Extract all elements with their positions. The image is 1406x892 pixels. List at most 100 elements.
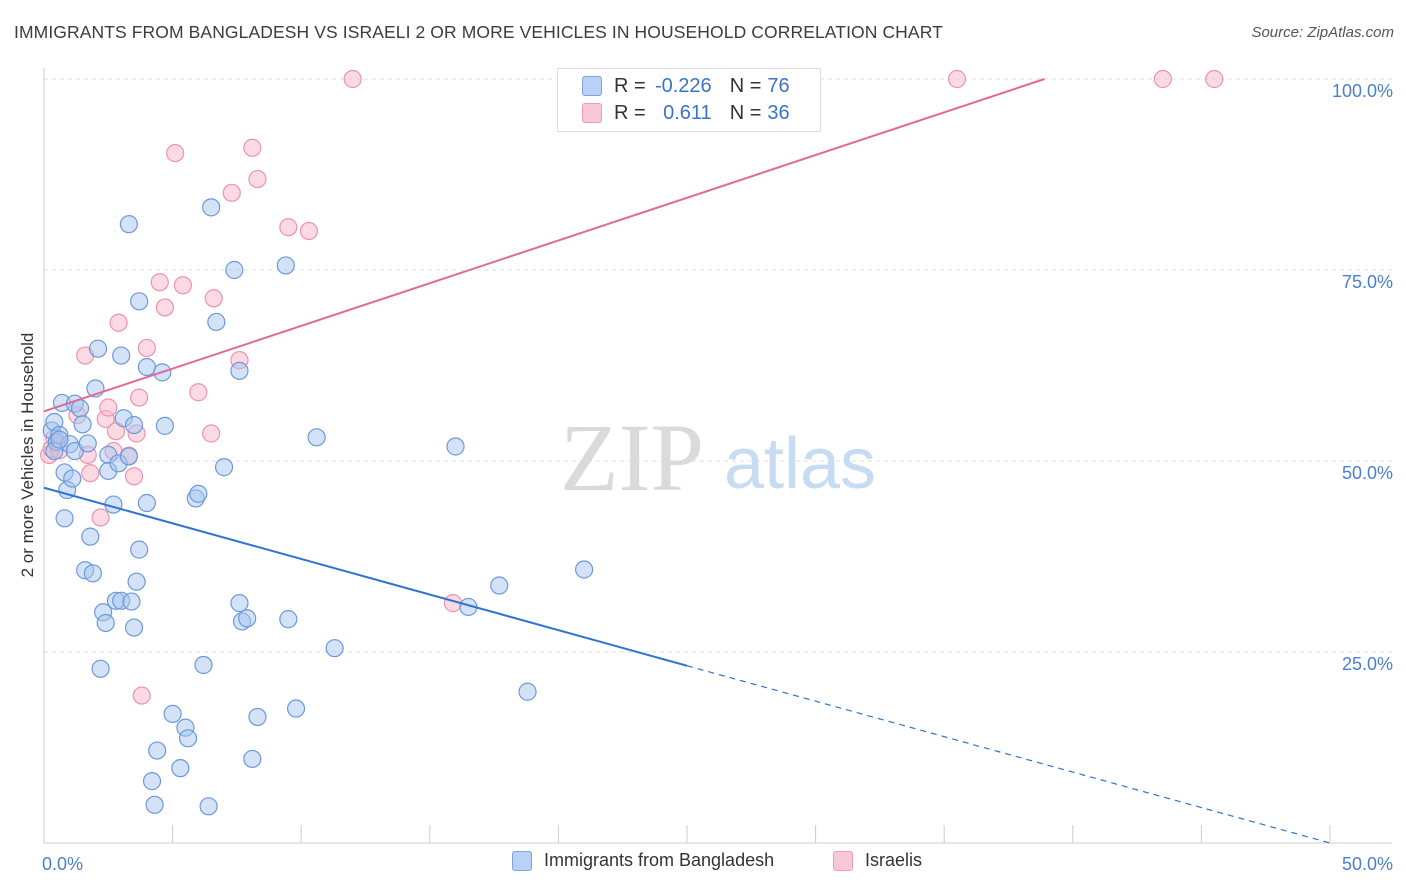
bangladesh-point: [50, 430, 69, 449]
y-axis-label: 2 or more Vehicles in Household: [18, 332, 37, 578]
bangladesh-point: [119, 447, 138, 466]
israelis-point: [81, 464, 100, 483]
israelis-points: [40, 69, 1224, 705]
bangladesh-point: [124, 415, 144, 435]
bangladesh-point: [214, 458, 234, 477]
israelis-point: [166, 144, 185, 163]
bangladesh-trend-extension: [686, 665, 1331, 844]
bangladesh-point: [91, 659, 110, 678]
r-label: R =: [614, 74, 646, 97]
bangladesh-point: [238, 609, 257, 628]
bangladesh-point: [81, 527, 100, 546]
zipatlas-watermark: ZIP atlas: [560, 404, 876, 511]
stats-row-bangladesh: R = -0.226 N = 76: [582, 73, 790, 99]
trend-lines: [43, 78, 1331, 844]
x-tick-label-min: 0.0%: [42, 854, 83, 874]
bangladesh-point: [148, 741, 167, 760]
bangladesh-point: [286, 699, 306, 718]
israelis-point: [99, 398, 118, 417]
bangladesh-point: [130, 292, 149, 311]
israelis-point: [130, 388, 149, 407]
x-tick-label-max: 50.0%: [1342, 854, 1393, 874]
bangladesh-point: [189, 484, 208, 503]
israelis-point: [173, 276, 192, 295]
israelis-point: [137, 338, 156, 358]
n-label: N =: [729, 101, 762, 124]
israelis-point: [189, 383, 208, 402]
bangladesh-points: [42, 198, 594, 816]
israelis-point: [1153, 69, 1172, 89]
legend-item-bangladesh[interactable]: Immigrants from Bangladesh: [512, 850, 774, 871]
israelis-point: [155, 298, 174, 317]
blue-swatch-icon: [582, 76, 602, 96]
israelis-point: [202, 424, 221, 443]
bangladesh-point: [307, 428, 326, 447]
bangladesh-point: [230, 594, 249, 613]
r-value: 0.611: [663, 101, 712, 124]
y-tick-label: 100.0%: [1332, 81, 1393, 101]
israelis-point: [91, 508, 110, 527]
israelis-point: [299, 221, 319, 241]
bangladesh-point: [446, 437, 465, 456]
bangladesh-point: [137, 493, 156, 513]
source-credit: Source: ZipAtlas.com: [1251, 24, 1394, 41]
bangladesh-point: [194, 655, 213, 675]
bangladesh-point: [279, 610, 298, 629]
bangladesh-trend-line: [43, 486, 688, 667]
israelis-point: [222, 183, 241, 202]
legend-label: Immigrants from Bangladesh: [544, 850, 775, 870]
israelis-point: [343, 69, 362, 89]
chart-legend: Immigrants from Bangladesh Israelis: [0, 850, 1406, 878]
legend-item-israelis[interactable]: Israelis: [833, 850, 922, 871]
y-tick-label: 25.0%: [1342, 654, 1393, 674]
bangladesh-point: [78, 434, 97, 453]
r-value: -0.226: [654, 74, 712, 97]
israelis-point: [132, 686, 151, 705]
bangladesh-point: [142, 772, 162, 791]
bangladesh-point: [178, 729, 198, 748]
gridlines: [44, 78, 1392, 653]
legend-label: Israelis: [865, 850, 923, 870]
israelis-point: [243, 138, 262, 157]
n-value: 76: [767, 74, 790, 97]
israelis-point: [279, 218, 298, 237]
n-label: N =: [729, 74, 762, 97]
watermark-atlas: atlas: [724, 424, 876, 504]
israelis-point: [124, 467, 144, 486]
bangladesh-point: [230, 361, 249, 380]
bangladesh-point: [171, 759, 190, 778]
axes: [43, 68, 1392, 844]
israelis-point: [109, 313, 128, 332]
israelis-point: [947, 69, 967, 89]
bangladesh-point: [202, 198, 221, 217]
y-tick-label: 75.0%: [1342, 272, 1393, 292]
y-axis-label-wrap: 2 or more Vehicles in Household: [16, 0, 40, 892]
bangladesh-point: [518, 682, 537, 701]
pink-swatch-icon: [582, 103, 602, 123]
bangladesh-point: [225, 260, 244, 280]
r-label: R =: [614, 101, 646, 124]
bangladesh-point: [96, 613, 115, 633]
bangladesh-point: [55, 509, 74, 528]
bangladesh-point: [325, 639, 344, 658]
bangladesh-point: [163, 704, 182, 723]
bangladesh-point: [575, 560, 594, 579]
bangladesh-point: [73, 415, 92, 434]
tick-labels: 25.0% 50.0% 75.0% 100.0% 0.0% 50.0%: [42, 81, 1393, 874]
bangladesh-point: [119, 215, 138, 234]
stats-row-israelis: R = 0.611 N = 36: [582, 100, 790, 126]
bangladesh-point: [145, 795, 164, 814]
bangladesh-point: [88, 339, 108, 358]
israelis-point: [204, 289, 223, 308]
bangladesh-point: [124, 618, 144, 637]
israelis-point: [1205, 69, 1224, 89]
bangladesh-point: [127, 572, 146, 591]
bangladesh-point: [112, 346, 131, 365]
israelis-trend-line: [43, 78, 1045, 413]
bangladesh-point: [276, 256, 295, 275]
bangladesh-point: [243, 749, 262, 769]
bangladesh-point: [199, 797, 218, 816]
correlation-stats-box: R = -0.226 N = 76 R = 0.611 N = 36: [557, 68, 821, 132]
bangladesh-point: [137, 357, 156, 377]
